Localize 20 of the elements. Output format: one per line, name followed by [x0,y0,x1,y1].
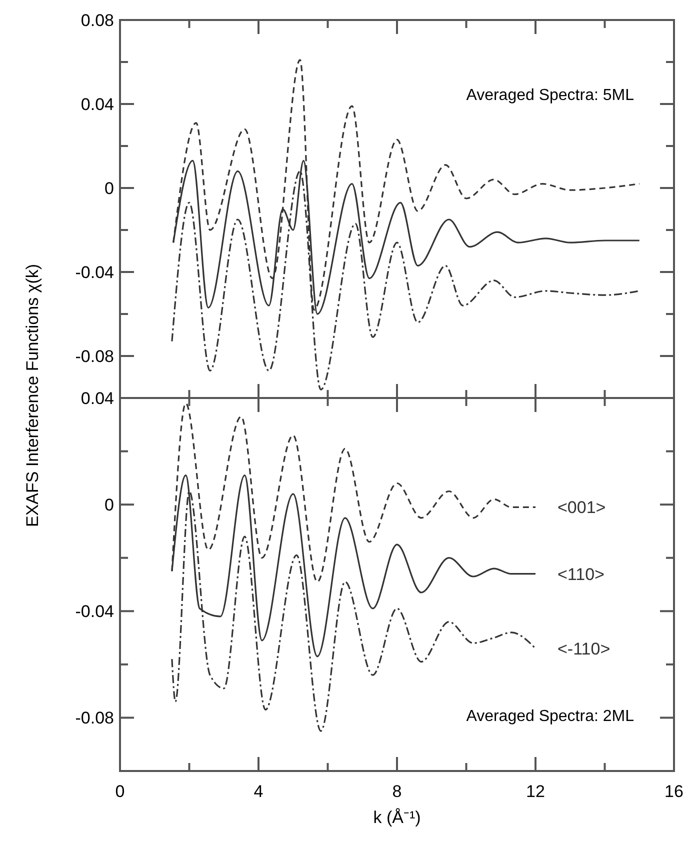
y-tick-label: -0.04 [75,602,114,622]
y-tick-label: 0.04 [80,94,114,114]
x-axis-title: k (Å⁻¹) [373,808,421,827]
annotation: Averaged Spectra: 2ML [466,708,634,725]
x-tick-label: 4 [254,782,264,801]
x-tick-label: 12 [526,782,545,801]
y-tick-label: -0.04 [75,262,114,282]
x-tick-label: 8 [392,782,402,801]
series-label: <-110> [558,639,610,658]
x-tick-label: 16 [664,782,684,801]
y-axis-title: EXAFS Interference Functions χ(k) [23,264,42,528]
series-label: <001> [558,498,606,518]
y-tick-label: 0 [104,178,114,198]
y-tick-label: 0.04 [80,388,114,408]
y-tick-label: 0.08 [80,10,114,30]
series-label: <110> [558,564,605,584]
annotation: Averaged Spectra: 5ML [466,87,634,104]
y-tick-label: -0.08 [75,708,114,728]
y-tick-label: 0 [104,496,114,515]
y-tick-label: -0.08 [75,346,114,366]
